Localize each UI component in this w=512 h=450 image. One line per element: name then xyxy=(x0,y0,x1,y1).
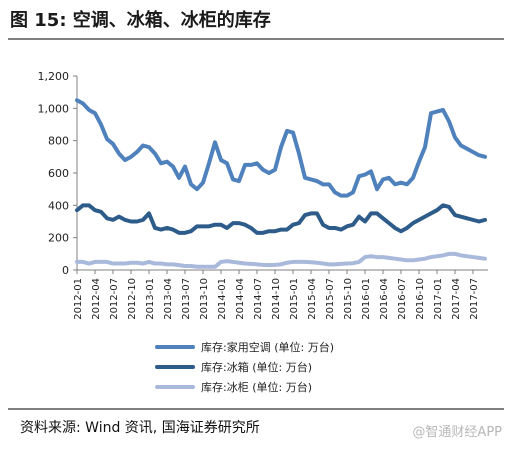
legend-label-freezer: 库存:冰柜 (单位: 万台) xyxy=(201,380,312,394)
x-tick-label: 2012-04 xyxy=(91,278,102,320)
x-tick-label: 2014-10 xyxy=(271,278,282,320)
x-tick-label: 2015-01 xyxy=(289,278,300,320)
x-tick-label: 2016-07 xyxy=(397,278,408,320)
top-divider xyxy=(8,38,504,40)
x-tick-label: 2016-04 xyxy=(379,278,390,320)
x-tick-label: 2012-10 xyxy=(127,278,138,320)
x-tick-label: 2014-04 xyxy=(235,278,246,320)
x-tick-label: 2015-07 xyxy=(325,278,336,320)
x-tick-label: 2013-07 xyxy=(181,278,192,320)
bottom-divider xyxy=(8,408,504,410)
y-tick-label: 600 xyxy=(48,167,69,180)
series-layer xyxy=(75,98,487,269)
y-tick-label: 400 xyxy=(48,199,69,212)
y-tick-label: 1,000 xyxy=(38,102,70,115)
x-axis: 2012-01 2012-04 2012-07 2012-10 2013-01 2013-… xyxy=(73,269,488,320)
x-tick-label: 2013-04 xyxy=(163,278,174,320)
y-tick-label: 1,200 xyxy=(38,70,70,83)
x-tick-label: 2015-10 xyxy=(343,278,354,320)
x-tick-label: 2016-01 xyxy=(361,278,372,320)
legend-item-fridge: 库存:冰箱 (单位: 万台) xyxy=(155,358,334,375)
y-axis: 0 200 400 600 800 1,000 1,200 xyxy=(38,70,78,277)
source-note: 资料来源: Wind 资讯, 国海证券研究所 xyxy=(20,420,260,436)
chart-title: 图 15: 空调、冰箱、冰柜的库存 xyxy=(10,10,271,31)
x-tick-label: 2017-04 xyxy=(451,278,462,320)
watermark: @智通财经APP xyxy=(412,425,502,440)
y-tick-label: 800 xyxy=(48,135,69,148)
x-tick-label: 2014-01 xyxy=(217,278,228,320)
legend-label-fridge: 库存:冰箱 (单位: 万台) xyxy=(201,360,312,374)
legend-swatch-freezer xyxy=(155,384,195,389)
legend-swatch-fridge xyxy=(155,364,195,369)
x-tick-label: 2017-01 xyxy=(433,278,444,320)
x-tick-label: 2017-07 xyxy=(469,278,480,320)
y-tick-label: 0 xyxy=(62,264,69,277)
x-tick-label: 2013-01 xyxy=(145,278,156,320)
legend-label-air-conditioner: 库存:家用空调 (单位: 万台) xyxy=(201,340,334,354)
x-tick-label: 2013-10 xyxy=(199,278,210,320)
x-tick-label: 2015-04 xyxy=(307,278,318,320)
series-line-air-conditioner xyxy=(75,98,487,198)
x-tick-label: 2012-01 xyxy=(73,278,84,320)
legend-item-air-conditioner: 库存:家用空调 (单位: 万台) xyxy=(155,338,334,355)
series-line-freezer xyxy=(75,251,487,269)
x-tick-label: 2012-07 xyxy=(109,278,120,320)
y-tick-label: 200 xyxy=(48,232,69,245)
legend-item-freezer: 库存:冰柜 (单位: 万台) xyxy=(155,378,334,395)
series-line-fridge xyxy=(75,203,487,235)
legend-swatch-air-conditioner xyxy=(155,344,195,349)
x-tick-label: 2014-07 xyxy=(253,278,264,320)
x-tick-label: 2016-10 xyxy=(415,278,426,320)
legend: 库存:家用空调 (单位: 万台) 库存:冰箱 (单位: 万台) 库存:冰柜 (单… xyxy=(155,338,334,398)
